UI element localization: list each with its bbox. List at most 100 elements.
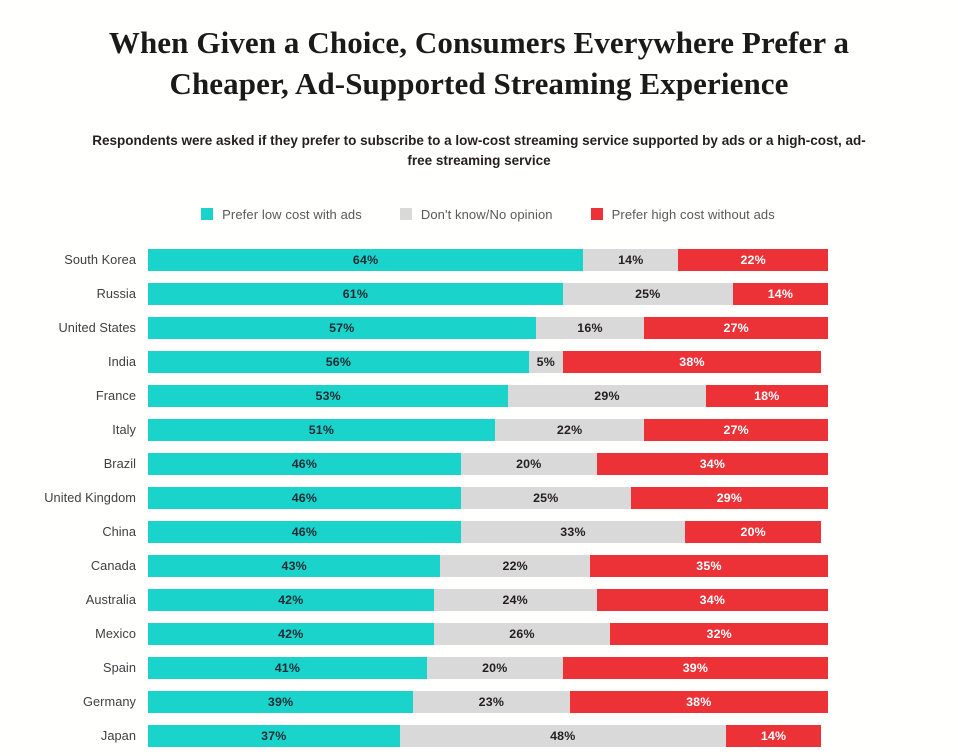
bar-segment-high-cost-without-ads[interactable]: 34% bbox=[596, 452, 828, 475]
bar-segment-low-cost-with-ads[interactable]: 57% bbox=[148, 316, 536, 339]
bar-value-label: 46% bbox=[291, 524, 318, 539]
stacked-bar: 56% 5% 38% bbox=[148, 350, 828, 373]
bar-segment-dont-know[interactable]: 22% bbox=[494, 418, 645, 441]
legend-item[interactable]: Prefer high cost without ads bbox=[590, 206, 775, 222]
category-label: Spain bbox=[103, 660, 136, 676]
stacked-bar: 42% 26% 32% bbox=[148, 622, 828, 645]
bar-segment-dont-know[interactable]: 25% bbox=[460, 486, 631, 509]
bar-value-label: 48% bbox=[550, 728, 576, 743]
bar-value-label: 33% bbox=[560, 524, 586, 539]
bar-segment-low-cost-with-ads[interactable]: 39% bbox=[148, 690, 414, 713]
bar-row: Spain 41% 20% 39% bbox=[0, 651, 958, 685]
bar-row: Germany 39% 23% 38% bbox=[0, 685, 958, 719]
bar-value-label: 34% bbox=[699, 592, 726, 607]
bar-value-label: 25% bbox=[635, 286, 661, 301]
bar-segment-dont-know[interactable]: 29% bbox=[508, 384, 706, 407]
stacked-bar: 64% 14% 22% bbox=[148, 248, 828, 271]
bar-segment-low-cost-with-ads[interactable]: 42% bbox=[148, 622, 434, 645]
bar-row: Italy 51% 22% 27% bbox=[0, 413, 958, 447]
bar-row: India 56% 5% 38% bbox=[0, 345, 958, 379]
stacked-bar: 51% 22% 27% bbox=[148, 418, 828, 441]
bar-segment-high-cost-without-ads[interactable]: 34% bbox=[596, 588, 828, 611]
bar-segment-dont-know[interactable]: 23% bbox=[413, 690, 570, 713]
category-label: South Korea bbox=[64, 252, 136, 268]
bar-segment-low-cost-with-ads[interactable]: 42% bbox=[148, 588, 434, 611]
bar-segment-dont-know[interactable]: 26% bbox=[433, 622, 611, 645]
bar-segment-low-cost-with-ads[interactable]: 46% bbox=[148, 452, 461, 475]
legend-swatch-dont_know bbox=[399, 208, 412, 221]
bar-value-label: 14% bbox=[760, 728, 787, 743]
bar-value-label: 51% bbox=[308, 422, 335, 437]
category-label: India bbox=[108, 354, 136, 370]
bar-value-label: 23% bbox=[478, 694, 505, 709]
bar-segment-dont-know[interactable]: 25% bbox=[562, 282, 733, 305]
bar-segment-low-cost-with-ads[interactable]: 41% bbox=[148, 656, 427, 679]
stacked-bar: 46% 25% 29% bbox=[148, 486, 828, 509]
legend-item[interactable]: Don't know/No opinion bbox=[399, 207, 553, 222]
bar-value-label: 46% bbox=[291, 490, 318, 505]
bar-value-label: 42% bbox=[278, 626, 304, 641]
bar-segment-high-cost-without-ads[interactable]: 32% bbox=[610, 622, 828, 645]
bar-segment-dont-know[interactable]: 14% bbox=[583, 248, 679, 271]
bar-value-label: 20% bbox=[482, 660, 508, 675]
bar-segment-low-cost-with-ads[interactable]: 56% bbox=[148, 350, 529, 373]
bar-segment-high-cost-without-ads[interactable]: 14% bbox=[725, 724, 822, 747]
chart-legend: Prefer low cost with ads Don't know/No op… bbox=[0, 207, 958, 222]
bar-segment-low-cost-with-ads[interactable]: 61% bbox=[148, 282, 563, 305]
bar-value-label: 5% bbox=[536, 354, 555, 369]
bar-value-label: 38% bbox=[686, 694, 712, 709]
bar-row: Mexico 42% 26% 32% bbox=[0, 617, 958, 651]
bar-segment-high-cost-without-ads[interactable]: 35% bbox=[589, 554, 828, 577]
bar-segment-high-cost-without-ads[interactable]: 22% bbox=[678, 248, 828, 271]
bar-segment-high-cost-without-ads[interactable]: 29% bbox=[630, 486, 828, 509]
bar-segment-high-cost-without-ads[interactable]: 14% bbox=[732, 282, 828, 305]
bar-segment-high-cost-without-ads[interactable]: 27% bbox=[644, 316, 828, 339]
bar-row: Australia 42% 24% 34% bbox=[0, 583, 958, 617]
bar-segment-low-cost-with-ads[interactable]: 46% bbox=[148, 486, 461, 509]
category-label: China bbox=[102, 524, 136, 540]
stacked-bar: 39% 23% 38% bbox=[148, 690, 828, 713]
bar-segment-dont-know[interactable]: 20% bbox=[460, 452, 597, 475]
stacked-bar: 46% 20% 34% bbox=[148, 452, 828, 475]
bar-value-label: 29% bbox=[594, 388, 620, 403]
bar-value-label: 61% bbox=[342, 286, 369, 301]
bar-segment-dont-know[interactable]: 48% bbox=[399, 724, 726, 747]
bar-segment-high-cost-without-ads[interactable]: 38% bbox=[569, 690, 828, 713]
bar-segment-low-cost-with-ads[interactable]: 46% bbox=[148, 520, 461, 543]
legend-label: Prefer high cost without ads bbox=[611, 206, 775, 222]
bar-segment-high-cost-without-ads[interactable]: 18% bbox=[705, 384, 828, 407]
bar-row: South Korea 64% 14% 22% bbox=[0, 243, 958, 277]
legend-item[interactable]: Prefer low cost with ads bbox=[201, 207, 362, 222]
category-label: Australia bbox=[85, 592, 136, 608]
bar-segment-low-cost-with-ads[interactable]: 53% bbox=[148, 384, 509, 407]
chart-subtitle: Respondents were asked if they prefer to… bbox=[92, 133, 866, 168]
bar-value-label: 39% bbox=[267, 694, 294, 709]
bar-value-label: 14% bbox=[767, 286, 794, 301]
bar-value-label: 56% bbox=[325, 354, 352, 369]
bar-segment-high-cost-without-ads[interactable]: 38% bbox=[562, 350, 822, 373]
bar-segment-dont-know[interactable]: 33% bbox=[460, 520, 686, 543]
category-label: Mexico bbox=[95, 626, 136, 642]
category-label: Canada bbox=[90, 558, 136, 574]
bar-segment-dont-know[interactable]: 24% bbox=[433, 588, 597, 611]
bar-value-label: 14% bbox=[618, 252, 644, 267]
bar-value-label: 26% bbox=[509, 626, 535, 641]
bar-segment-high-cost-without-ads[interactable]: 27% bbox=[644, 418, 828, 441]
bar-segment-dont-know[interactable]: 20% bbox=[426, 656, 563, 679]
bar-segment-low-cost-with-ads[interactable]: 37% bbox=[148, 724, 400, 747]
bar-value-label: 16% bbox=[577, 320, 603, 335]
bar-segment-dont-know[interactable]: 16% bbox=[535, 316, 645, 339]
bar-row: China 46% 33% 20% bbox=[0, 515, 958, 549]
bar-segment-dont-know[interactable]: 5% bbox=[528, 350, 563, 373]
bar-segment-low-cost-with-ads[interactable]: 64% bbox=[148, 248, 584, 271]
bar-segment-high-cost-without-ads[interactable]: 39% bbox=[562, 656, 828, 679]
category-label: France bbox=[95, 388, 136, 404]
bar-segment-low-cost-with-ads[interactable]: 43% bbox=[148, 554, 441, 577]
bar-segment-dont-know[interactable]: 22% bbox=[440, 554, 590, 577]
bar-segment-low-cost-with-ads[interactable]: 51% bbox=[148, 418, 495, 441]
stacked-bar: 42% 24% 34% bbox=[148, 588, 828, 611]
stacked-bar: 43% 22% 35% bbox=[148, 554, 828, 577]
bar-segment-high-cost-without-ads[interactable]: 20% bbox=[685, 520, 822, 543]
bar-value-label: 20% bbox=[740, 524, 766, 539]
bar-value-label: 34% bbox=[699, 456, 726, 471]
